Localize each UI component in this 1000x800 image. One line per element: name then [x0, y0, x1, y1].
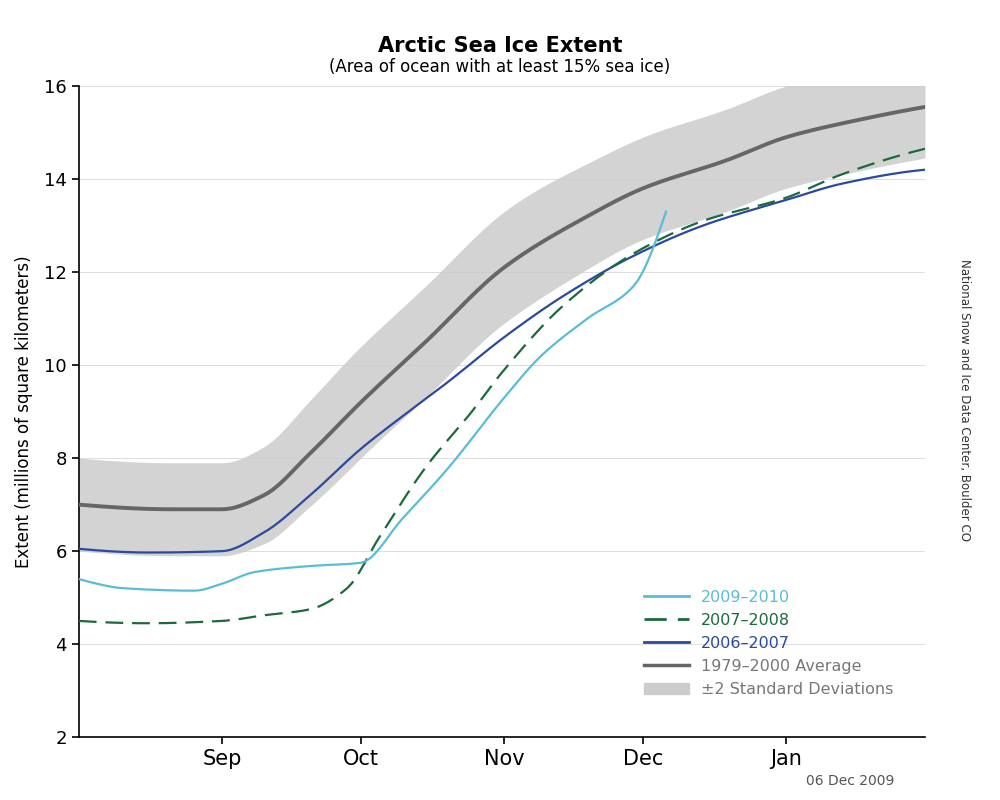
Text: National Snow and Ice Data Center, Boulder CO: National Snow and Ice Data Center, Bould…	[958, 259, 972, 541]
Legend: 2009–2010, 2007–2008, 2006–2007, 1979–2000 Average, ±2 Standard Deviations: 2009–2010, 2007–2008, 2006–2007, 1979–20…	[637, 583, 900, 703]
Text: 06 Dec 2009: 06 Dec 2009	[806, 774, 894, 788]
Text: (Area of ocean with at least 15% sea ice): (Area of ocean with at least 15% sea ice…	[329, 58, 671, 75]
Y-axis label: Extent (millions of square kilometers): Extent (millions of square kilometers)	[15, 255, 33, 568]
Text: Arctic Sea Ice Extent: Arctic Sea Ice Extent	[378, 36, 622, 56]
